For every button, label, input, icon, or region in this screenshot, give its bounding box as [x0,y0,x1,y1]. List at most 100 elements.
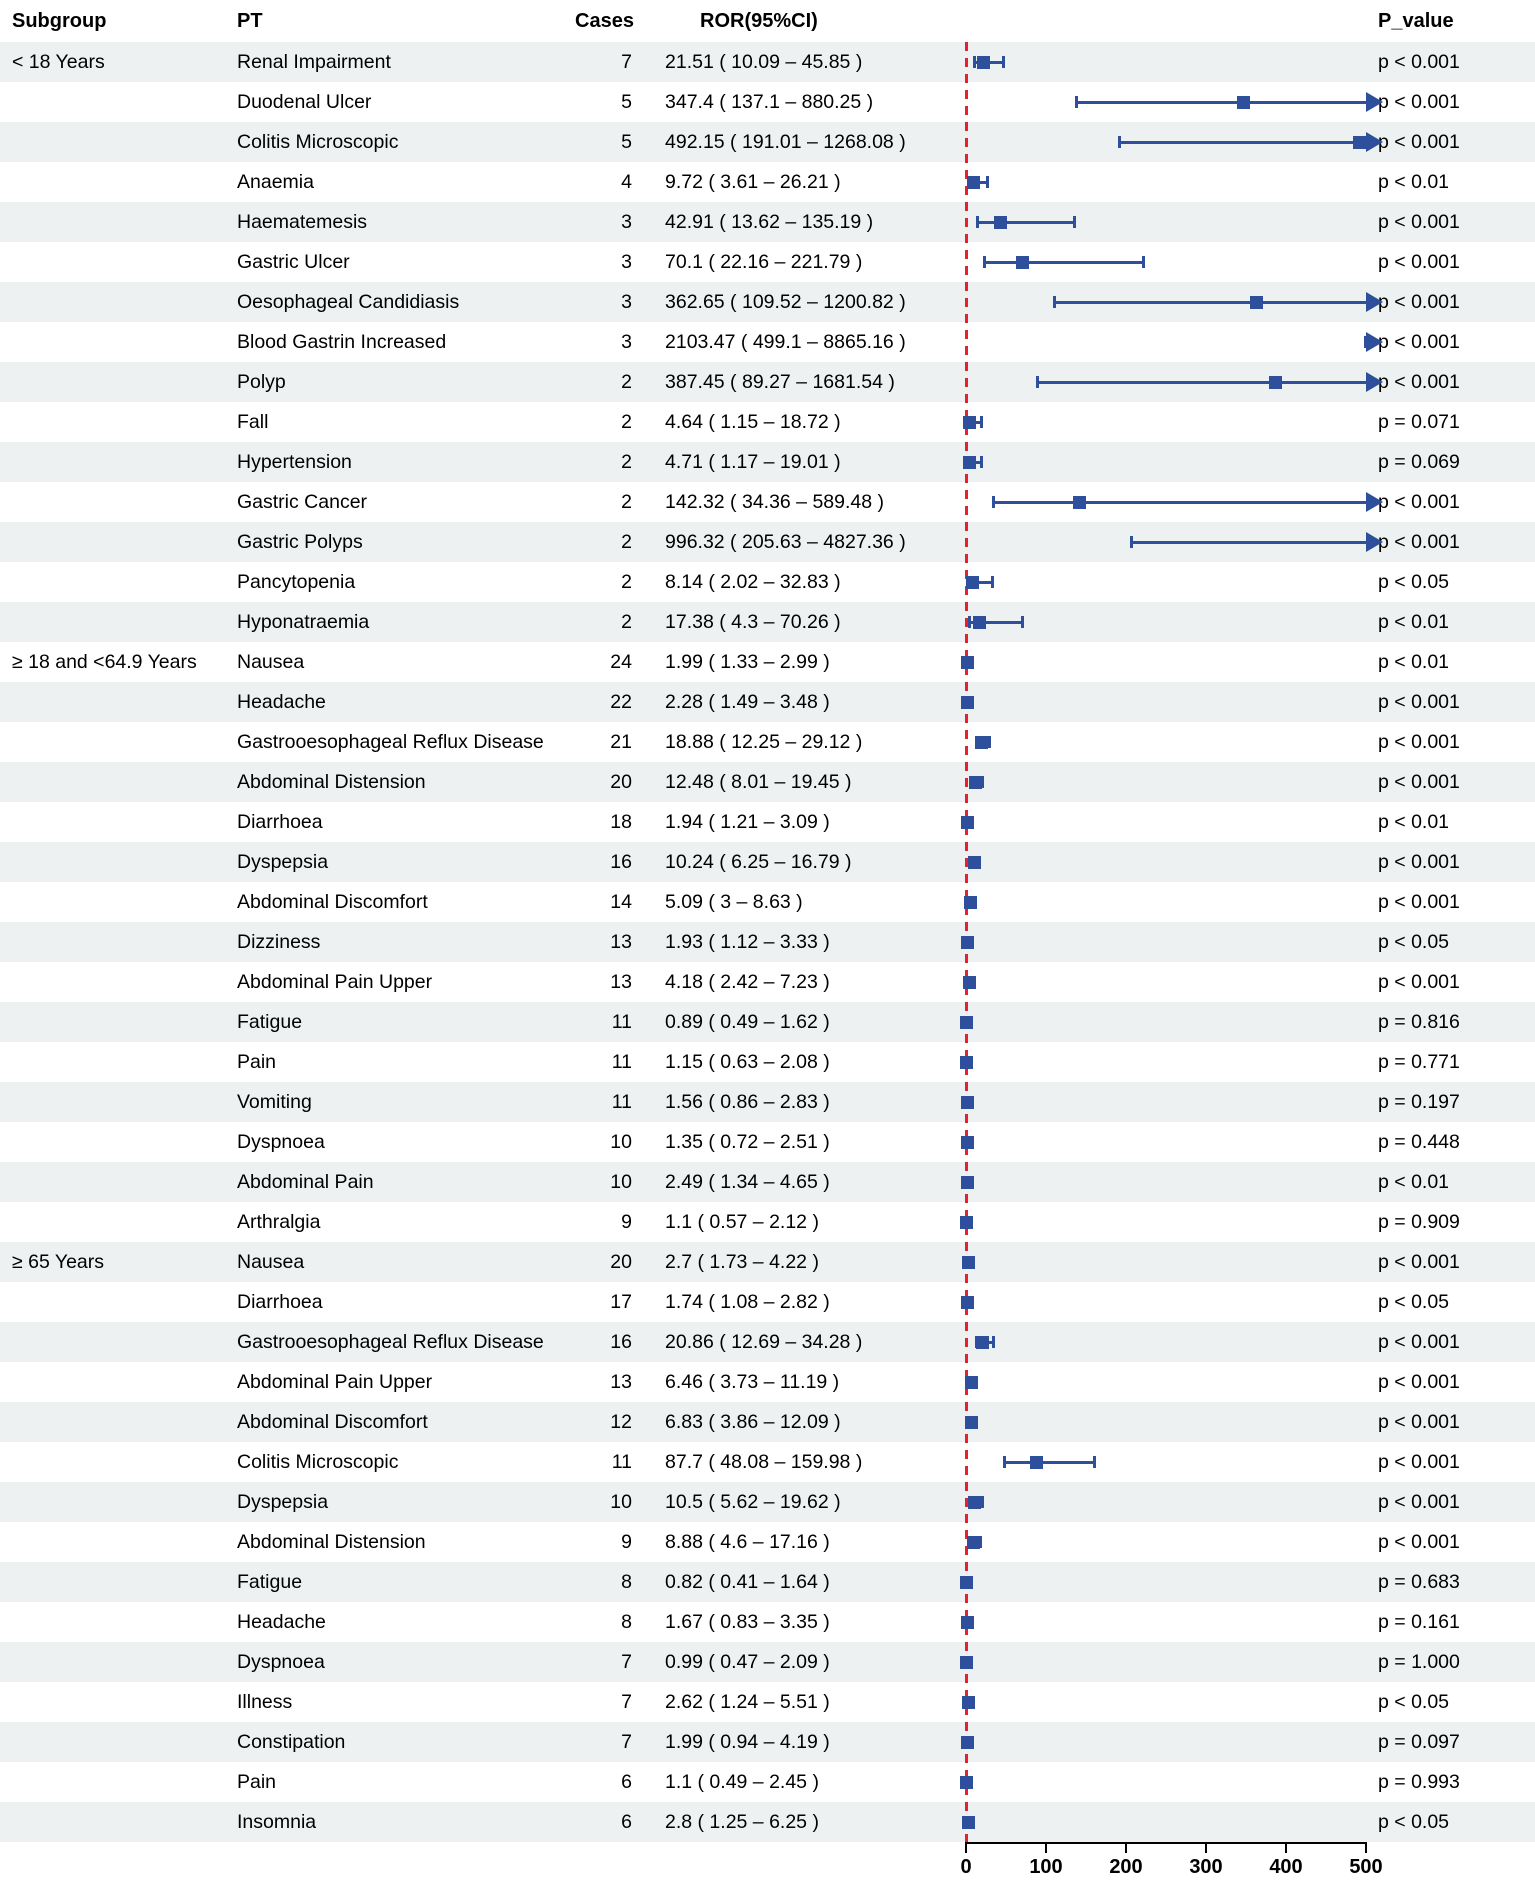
ci-line [983,260,1144,264]
row-cases-value: 10 [610,1131,632,1153]
row-pt-label: Renal Impairment [237,51,391,73]
row-cases-value: 2 [621,411,632,433]
ror-square-marker [964,1375,978,1389]
forest-row: Polyp 2 387.45 ( 89.27 – 1681.54 ) p < 0.00… [0,362,1535,402]
ci-line [967,580,993,584]
ror-square-marker [1015,255,1029,269]
row-ror-ci-label: 6.83 ( 3.86 – 12.09 ) [665,1411,841,1433]
row-pt-label: Dyspnoea [237,1131,325,1153]
row-p-value: p = 0.071 [1378,411,1460,433]
overflow-arrow-icon [1366,92,1383,112]
row-pt-label: Nausea [237,651,305,673]
row-cases-value: 7 [621,1691,632,1713]
ror-square-marker [960,1575,974,1589]
ci-cap-high [1021,616,1025,628]
forest-row: Illness 7 2.62 ( 1.24 – 5.51 ) p < 0.05 [0,1682,1535,1722]
x-axis-tick-label: 500 [1349,1856,1383,1878]
row-cases-value: 7 [621,1731,632,1753]
forest-row: Blood Gastrin Increased 3 2103.47 ( 499.1 … [0,322,1535,362]
row-pt-label: Fatigue [237,1011,303,1033]
ror-square-marker [966,1535,980,1549]
row-cases-value: 6 [621,1771,632,1793]
row-pt-label: Abdominal Pain Upper [237,971,433,993]
row-pt-label: Illness [237,1691,293,1713]
row-p-value: p < 0.001 [1378,291,1460,313]
ci-cap-high [1001,56,1005,68]
forest-row: Constipation 7 1.99 ( 0.94 – 4.19 ) p = 0.0… [0,1722,1535,1762]
row-pt-label: Constipation [237,1731,346,1753]
ror-square-marker [1029,1455,1043,1469]
row-ror-ci-label: 17.38 ( 4.3 – 70.26 ) [665,611,841,633]
row-cases-value: 3 [621,211,632,233]
forest-row: Dyspnoea 7 0.99 ( 0.47 – 2.09 ) p = 1.000 [0,1642,1535,1682]
forest-row: Gastric Cancer 2 142.32 ( 34.36 – 589.48 )… [0,482,1535,522]
ror-square-marker [961,1815,975,1829]
ci-line [993,500,1366,504]
ci-cap-low [1117,136,1121,148]
row-ror-ci-label: 4.71 ( 1.17 – 19.01 ) [665,451,841,473]
ror-square-marker [962,975,976,989]
forest-row: Headache 8 1.67 ( 0.83 – 3.35 ) p = 0.161 [0,1602,1535,1642]
row-p-value: p = 0.816 [1378,1011,1460,1033]
row-p-value: p < 0.001 [1378,971,1460,993]
row-cases-value: 8 [621,1571,632,1593]
row-ror-ci-label: 492.15 ( 191.01 – 1268.08 ) [665,131,906,153]
forest-row: Abdominal Distension 20 12.48 ( 8.01 – 19.… [0,762,1535,802]
row-p-value: p = 0.097 [1378,1731,1460,1753]
row-ror-ci-label: 8.14 ( 2.02 – 32.83 ) [665,571,841,593]
ror-square-marker [967,1495,981,1509]
row-pt-label: Colitis Microscopic [237,1451,399,1473]
row-p-value: p < 0.001 [1378,691,1460,713]
row-cases-value: 17 [610,1291,632,1313]
row-p-value: p < 0.001 [1378,331,1460,353]
row-pt-label: Fall [237,411,269,433]
ror-square-marker [960,1215,974,1229]
forest-row: Colitis Microscopic 11 87.7 ( 48.08 – 159.… [0,1442,1535,1482]
row-cases-value: 13 [610,931,632,953]
forest-row: Pain 6 1.1 ( 0.49 – 2.45 ) p = 0.993 [0,1762,1535,1802]
forest-row: Diarrhoea 17 1.74 ( 1.08 – 2.82 ) p < 0.05 [0,1282,1535,1322]
row-ror-ci-label: 387.45 ( 89.27 – 1681.54 ) [665,371,895,393]
column-header-pt: PT [237,10,263,32]
x-axis-tick-label: 400 [1269,1856,1303,1878]
ci-cap-high [1092,1456,1096,1468]
row-pt-label: Abdominal Discomfort [237,1411,428,1433]
row-pt-label: Diarrhoea [237,1291,323,1313]
row-pt-label: Dyspepsia [237,851,329,873]
ci-cap-low [968,616,972,628]
ror-square-marker [966,575,979,589]
ci-line [1118,140,1366,144]
ror-square-marker [961,935,975,949]
forest-row: Colitis Microscopic 5 492.15 ( 191.01 – 12… [0,122,1535,162]
ror-square-marker [1269,375,1283,389]
row-pt-label: Insomnia [237,1811,317,1833]
ror-square-marker [963,895,977,909]
row-p-value: p < 0.001 [1378,51,1460,73]
row-pt-label: Vomiting [237,1091,312,1113]
forest-row: Dizziness 13 1.93 ( 1.12 – 3.33 ) p < 0.05 [0,922,1535,962]
row-p-value: p < 0.001 [1378,1531,1460,1553]
forest-row: Haematemesis 3 42.91 ( 13.62 – 135.19 ) p <… [0,202,1535,242]
row-pt-label: Hyponatraemia [237,611,370,633]
ci-line [1004,1460,1094,1464]
row-cases-value: 8 [621,1611,632,1633]
row-cases-value: 11 [611,1091,632,1113]
row-cases-value: 16 [610,851,632,873]
row-p-value: p < 0.001 [1378,491,1460,513]
ci-cap-high [1073,216,1077,228]
overflow-arrow-icon [1366,372,1383,392]
x-axis-tick-label: 200 [1109,1856,1143,1878]
row-ror-ci-label: 1.94 ( 1.21 – 3.09 ) [665,811,830,833]
forest-row: Gastric Ulcer 3 70.1 ( 22.16 – 221.79 ) p <… [0,242,1535,282]
row-ror-ci-label: 8.88 ( 4.6 – 17.16 ) [665,1531,830,1553]
forest-row: Diarrhoea 18 1.94 ( 1.21 – 3.09 ) p < 0.01 [0,802,1535,842]
row-ror-ci-label: 5.09 ( 3 – 8.63 ) [665,891,803,913]
row-pt-label: Dyspepsia [237,1491,329,1513]
ci-cap-low [992,496,996,508]
row-p-value: p < 0.01 [1378,171,1450,193]
row-ror-ci-label: 87.7 ( 48.08 – 159.98 ) [665,1451,863,1473]
row-cases-value: 11 [611,1011,632,1033]
overflow-arrow-icon [1366,332,1383,352]
x-axis-tick [1045,1844,1047,1853]
row-p-value: p < 0.001 [1378,131,1460,153]
